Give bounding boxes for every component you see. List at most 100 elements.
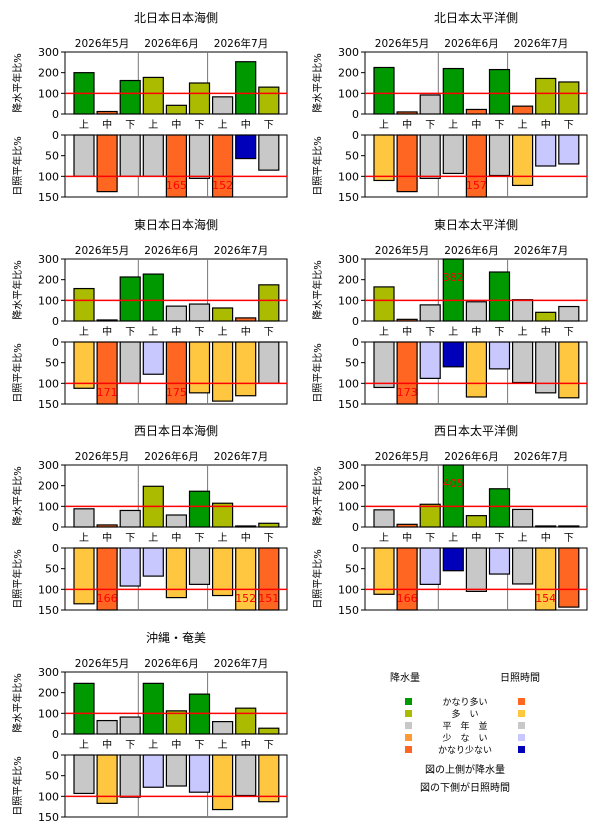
sun-bar <box>165 134 187 198</box>
sun-bar <box>212 754 234 811</box>
sun-bar <box>235 134 257 160</box>
dekad-label: 上 <box>379 326 389 338</box>
sun-bar <box>73 754 95 795</box>
precip-bar <box>165 104 187 115</box>
sun-axis-label: 日照平年比% <box>311 549 324 609</box>
precip-bar <box>258 522 280 528</box>
precip-bar <box>442 67 464 115</box>
sun-tick-label: 150 <box>38 811 59 824</box>
month-label: 2026年6月 <box>444 37 498 50</box>
month-label: 2026年5月 <box>75 244 129 257</box>
chart-panel-7: 沖縄・奄美 2026年5月 2026年6月 2026年7月 0 100 200 300 0 50 1… <box>11 630 288 824</box>
precip-bar <box>142 273 164 322</box>
sun-bar <box>419 341 441 379</box>
precip-bar <box>235 317 257 322</box>
dekad-label: 下 <box>495 533 505 544</box>
month-label: 2026年7月 <box>514 450 568 463</box>
sun-axis-label: 日照平年比% <box>311 343 324 403</box>
chart-panel-1: 北日本日本海側 2026年5月 2026年6月 2026年7月 0 100 200 300 0 5… <box>11 10 288 204</box>
dekad-label: 上 <box>448 532 458 544</box>
dekad-label: 中 <box>102 118 112 131</box>
precip-bar <box>258 727 280 735</box>
precip-tick-label: 100 <box>38 500 59 513</box>
dekad-label: 上 <box>79 532 89 544</box>
month-label: 2026年5月 <box>375 244 429 257</box>
legend-precip-swatch <box>405 722 412 729</box>
sun-tick-label: 150 <box>38 604 59 617</box>
sun-bar <box>558 547 580 608</box>
legend-sun-swatch <box>518 746 525 753</box>
chart-panel-2: 北日本太平洋側 2026年5月 2026年6月 2026年7月 0 100 200 300 0 5… <box>311 10 588 204</box>
sun-outlier-label: 166 <box>397 592 418 605</box>
dekad-label: 下 <box>564 533 574 544</box>
sun-outlier-label: 165 <box>166 179 187 192</box>
dekad-label: 下 <box>425 533 435 544</box>
sun-tick-label: 100 <box>38 790 59 803</box>
precip-axis-label: 降水平年比% <box>311 53 324 113</box>
sun-bar <box>396 134 418 193</box>
panel-title: 北日本太平洋側 <box>434 10 518 25</box>
precip-tick-label: 200 <box>38 687 59 700</box>
precip-bar <box>558 525 580 528</box>
dekad-label: 中 <box>102 738 112 751</box>
precip-tick-label: 100 <box>38 707 59 720</box>
panel-title: 沖縄・奄美 <box>146 630 206 645</box>
dekad-label: 下 <box>195 327 205 338</box>
sun-axis-label: 日照平年比% <box>11 343 24 403</box>
precip-bar <box>119 716 141 735</box>
legend-sun-swatch <box>518 722 525 729</box>
precip-tick-label: 100 <box>338 87 359 100</box>
sun-outlier-label: 157 <box>466 179 487 192</box>
precip-bar <box>465 301 487 322</box>
chart-panel-5: 西日本日本海側 2026年5月 2026年6月 2026年7月 0 100 200 300 0 5… <box>11 423 288 617</box>
precip-bar <box>558 81 580 115</box>
sun-bar <box>373 134 395 182</box>
sun-bar <box>73 134 95 177</box>
sun-tick-label: 100 <box>38 377 59 390</box>
sun-bar <box>165 341 187 405</box>
dekad-label: 中 <box>541 325 551 338</box>
sun-outlier-label: 173 <box>397 386 418 399</box>
dekad-label: 上 <box>448 326 458 338</box>
dekad-label: 上 <box>218 326 228 338</box>
dekad-label: 上 <box>148 119 158 131</box>
sun-bar <box>558 341 580 399</box>
dekad-label: 中 <box>402 325 412 338</box>
legend-category-label: かなり多い <box>442 696 487 708</box>
precip-tick-label: 300 <box>38 253 59 266</box>
dekad-label: 上 <box>218 119 228 131</box>
dekad-label: 上 <box>448 119 458 131</box>
sun-bar <box>396 547 418 611</box>
sun-outlier-label: 151 <box>258 592 279 605</box>
dekad-label: 中 <box>471 118 481 131</box>
dekad-label: 下 <box>564 120 574 131</box>
month-label: 2026年5月 <box>75 37 129 50</box>
month-label: 2026年6月 <box>144 450 198 463</box>
panel-title: 東日本日本海側 <box>134 217 218 232</box>
sun-bar <box>488 341 511 370</box>
precip-bar <box>188 303 211 322</box>
sun-bar <box>96 341 118 405</box>
precip-bar <box>419 304 441 322</box>
dekad-label: 中 <box>471 531 481 544</box>
sun-tick-label: 100 <box>338 377 359 390</box>
precip-bar <box>512 299 534 322</box>
sun-tick-label: 100 <box>38 583 59 596</box>
dekad-label: 中 <box>402 531 412 544</box>
dekad-label: 下 <box>195 120 205 131</box>
precip-axis-label: 降水平年比% <box>11 260 24 320</box>
sun-tick-label: 100 <box>338 583 359 596</box>
dekad-label: 中 <box>102 325 112 338</box>
sun-bar <box>535 547 557 611</box>
precip-tick-label: 200 <box>38 67 59 80</box>
month-label: 2026年6月 <box>444 244 498 257</box>
dekad-label: 上 <box>379 532 389 544</box>
precip-tick-label: 0 <box>352 521 359 534</box>
dekad-label: 中 <box>241 325 251 338</box>
sun-tick-label: 50 <box>345 150 359 163</box>
legend-category-label: 少 な い <box>442 733 487 744</box>
precip-bar <box>258 284 280 322</box>
dekad-label: 下 <box>495 327 505 338</box>
precip-bar <box>96 110 118 115</box>
